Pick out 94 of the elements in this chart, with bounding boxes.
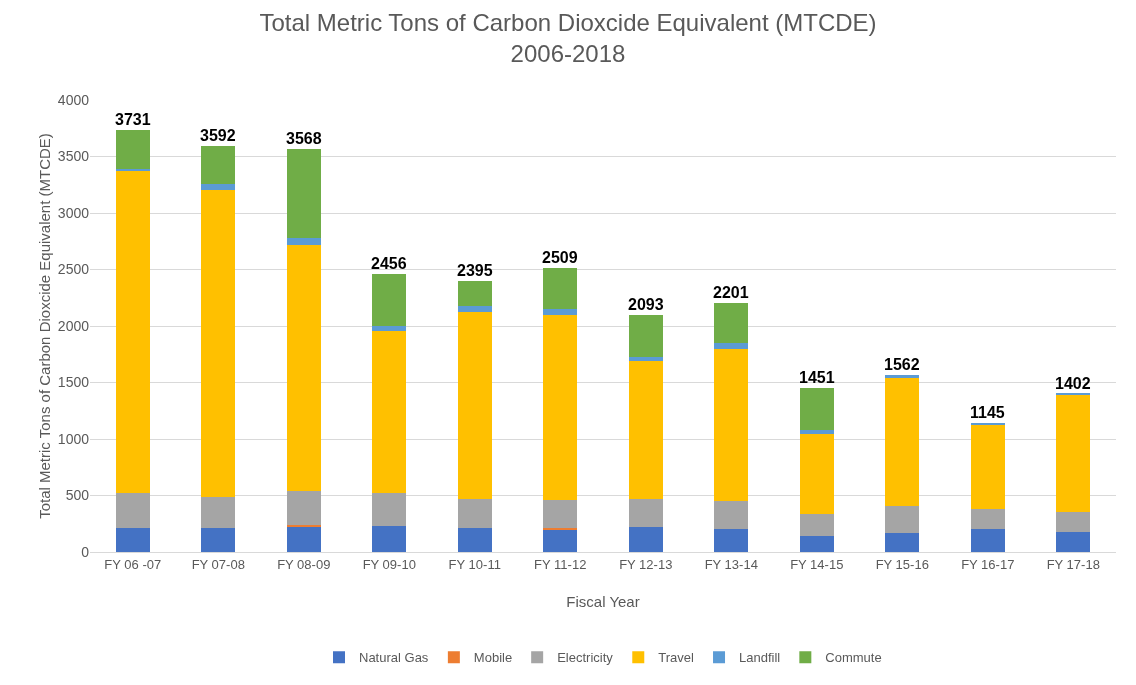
bar [543,268,578,310]
bar [885,505,920,533]
bar [115,168,150,171]
legend-label: Travel [658,650,695,666]
bar [372,330,407,494]
y-tick-label: 1500 [57,374,90,391]
bar [714,348,749,502]
bar [372,274,407,326]
bar [543,500,578,529]
bar [372,526,407,552]
bar [372,326,407,331]
total-label: 3731 [115,111,151,128]
bar [115,493,150,529]
bar [970,509,1005,530]
bar [628,315,663,357]
legend-label: Electricity [557,650,614,666]
bar [457,312,492,499]
bar [286,148,321,238]
total-label: 1451 [799,369,835,386]
total-label: 1145 [970,404,1005,421]
total-label: 2395 [457,262,493,279]
bar [286,237,321,245]
y-tick-label: 500 [65,487,90,504]
x-tick-label: FY 07-08 [191,556,245,572]
bar [970,425,1005,510]
legend-label: Landfill [739,650,781,666]
bar [543,309,578,315]
x-tick-label: FY 08-09 [277,556,331,572]
total-label: 2509 [542,249,578,266]
bar [457,498,492,529]
bar [115,130,150,169]
y-tick-label: 0 [81,543,90,560]
bar [714,529,749,552]
y-axis-title: Total Metric Tons of Carbon Dioxcide Equivalent (MTCDE) [36,133,53,519]
total-label: 1562 [884,356,920,373]
bar [286,524,321,527]
chart-title: Total Metric Tons of Carbon Dioxcide Equivalent (MTCDE) 2006-2018 [259,8,877,68]
bar [628,361,663,499]
bar [1056,394,1091,513]
total-label: 2201 [713,284,749,301]
bar [543,529,578,552]
bar [714,501,749,530]
x-tick-label: FY 09-10 [362,556,416,572]
y-tick-label: 2000 [57,317,90,334]
y-tick-label: 2500 [57,261,90,278]
x-tick-label: FY 16-17 [961,556,1015,572]
legend-label: Commute [825,650,882,666]
bar [799,536,834,552]
bar [201,146,236,184]
bar [201,528,236,552]
x-tick-label: FY 15-16 [875,556,929,572]
bar [115,528,150,552]
bar [799,513,834,537]
bar [628,498,663,528]
x-tick-label: FY 12-13 [619,556,673,572]
bar [457,528,492,552]
bar [1056,531,1091,552]
x-tick-label: FY 13-14 [704,556,758,572]
total-label: 2456 [371,255,407,272]
x-tick-label: FY 14-15 [790,556,844,572]
bar [286,490,321,525]
x-tick-label: FY 06 -07 [104,556,162,572]
bar [457,281,492,306]
y-tick-label: 4000 [57,91,90,108]
bar [543,314,578,501]
bar [714,303,749,343]
bar [115,170,150,494]
bar [628,527,663,552]
bar [714,342,749,349]
bar [372,493,407,527]
bar [885,377,920,506]
x-tick-label: FY 10-11 [448,556,501,572]
y-tick-label: 1000 [57,430,90,447]
legend-label: Natural Gas [359,650,429,666]
bar [286,244,321,491]
y-tick-label: 3500 [57,148,90,165]
bar [201,190,236,497]
total-label: 3568 [286,130,322,147]
y-tick-label: 3000 [57,204,90,221]
bar [799,388,834,430]
bar [885,532,920,552]
bar [201,496,236,529]
bar [799,434,834,514]
legend-label: Mobile [473,650,513,666]
total-label: 3592 [200,127,236,144]
total-label: 2093 [628,296,664,313]
bar [970,529,1005,552]
total-label: 1402 [1055,375,1091,392]
x-axis-title: Fiscal Year [566,593,640,610]
bar [885,375,920,378]
bar [286,526,321,552]
x-tick-label: FY 11-12 [534,556,587,572]
x-tick-label: FY 17-18 [1046,556,1100,572]
bar [1056,512,1091,532]
